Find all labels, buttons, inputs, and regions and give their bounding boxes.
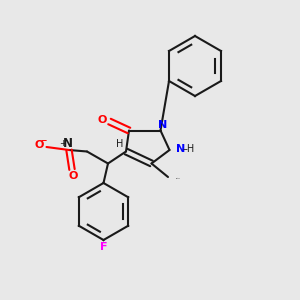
Text: N: N [176,143,185,154]
Text: N: N [63,137,73,150]
Text: N: N [158,120,167,130]
Text: O: O [69,171,78,181]
Text: –H: –H [182,143,194,154]
Text: methyl: methyl [176,178,180,179]
Text: O: O [97,115,107,125]
Text: O: O [34,140,44,151]
Text: –: – [40,134,46,147]
Text: F: F [100,242,107,252]
Text: +: + [59,139,66,148]
Text: H: H [116,139,124,149]
